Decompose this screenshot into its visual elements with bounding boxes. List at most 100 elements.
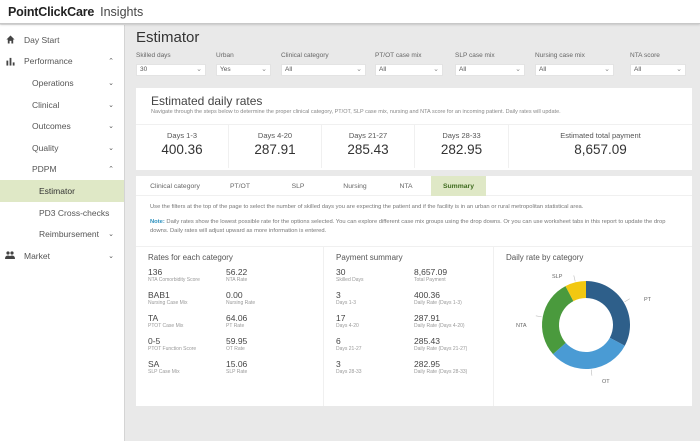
leader-line <box>590 369 593 376</box>
kv-key: Days 28-33 <box>336 369 362 375</box>
kv-value: 6 <box>336 336 341 346</box>
kv-value: 282.95 <box>414 359 440 369</box>
rates-row: Days 1-3 400.36 Days 4-20 287.91 Days 21… <box>136 124 692 168</box>
sidebar-item-reimbursement[interactable]: Reimbursement ⌄ <box>0 223 124 245</box>
chevron-up-icon[interactable]: ⌃ <box>108 166 114 174</box>
panel-title: Rates for each category <box>148 253 233 262</box>
kv-key: NTA Rate <box>226 277 248 283</box>
kv-value: 15.06 <box>226 359 248 369</box>
estimator-detail-card: Clinical category PT/OT SLP Nursing NTA … <box>136 176 692 406</box>
top-bar: PointClickCare Insights <box>0 0 700 24</box>
rate-value: 282.95 <box>440 142 483 157</box>
chevron-down-icon: ⌄ <box>604 66 610 73</box>
skilled-days-dropdown[interactable]: 30 ⌄ <box>136 64 206 76</box>
chevron-down-icon[interactable]: ⌄ <box>108 79 114 87</box>
chevron-down-icon[interactable]: ⌄ <box>108 144 114 152</box>
sidebar-item-label: Performance <box>24 56 73 67</box>
tab-slp[interactable]: SLP <box>291 182 305 190</box>
rate-cell-days-21-27: Days 21-27 285.43 <box>322 125 415 168</box>
kv-key: OT Rate <box>226 346 245 352</box>
chevron-down-icon[interactable]: ⌄ <box>108 231 114 239</box>
sidebar-item-pd3-cross-checks[interactable]: PD3 Cross-checks <box>0 202 124 224</box>
slp-case-mix-dropdown[interactable]: All ⌄ <box>455 64 525 76</box>
note-body: Daily rates show the lowest possible rat… <box>150 219 666 234</box>
kv-key: Days 4-20 <box>336 323 359 329</box>
dropdown-value: All <box>285 66 293 73</box>
people-icon <box>5 251 15 261</box>
kv-nta-comorbidity-score: 136 NTA Comorbidity Score <box>148 267 200 283</box>
sidebar-item-label: Estimator <box>39 185 75 196</box>
kv-key: SLP Rate <box>226 369 248 375</box>
chevron-down-icon[interactable]: ⌄ <box>108 252 114 260</box>
kv-days-21-27: 6 Days 21-27 <box>336 336 362 352</box>
note-label: Note: <box>150 219 165 225</box>
sidebar-item-clinical[interactable]: Clinical ⌄ <box>0 94 124 116</box>
kv-ptot-case-mix: TA PTOT Case Mix <box>148 313 183 329</box>
nursing-case-mix-dropdown[interactable]: All ⌄ <box>535 64 614 76</box>
daily-rate-by-category-panel: Daily rate by category PT OT NTA SLP <box>494 246 692 406</box>
kv-value: 59.95 <box>226 336 248 346</box>
filter-ptot-case-mix: PT/OT case mix All ⌄ <box>375 52 443 76</box>
donut-label-slp: SLP <box>552 274 563 280</box>
sidebar-item-operations[interactable]: Operations ⌄ <box>0 72 124 94</box>
chevron-down-icon[interactable]: ⌄ <box>108 123 114 131</box>
filter-urban: Urban Yes ⌄ <box>216 52 271 76</box>
kv-key: PT Rate <box>226 323 245 329</box>
page-title: Estimator <box>136 29 200 46</box>
donut-segment-ot[interactable] <box>552 337 625 369</box>
kv-key: Nursing Case Mix <box>148 300 188 306</box>
chevron-up-icon[interactable]: ⌃ <box>108 58 114 66</box>
sidebar-item-market[interactable]: Market ⌄ <box>0 245 124 267</box>
kv-key: Daily Rate (Days 1-3) <box>414 300 462 306</box>
clinical-category-dropdown[interactable]: All ⌄ <box>281 64 366 76</box>
kv-value: 0.00 <box>226 290 243 300</box>
kv-ptot-function-score: 0-5 PTOT Function Score <box>148 336 196 352</box>
rate-label: Days 4-20 <box>257 131 293 140</box>
bar-chart-icon <box>5 56 15 66</box>
brand-logo[interactable]: PointClickCare <box>8 4 95 19</box>
kv-key: SLP Case Mix <box>148 369 180 375</box>
donut-segment-nta[interactable] <box>542 286 574 355</box>
kv-slp-case-mix: SA SLP Case Mix <box>148 359 180 375</box>
dropdown-value: Yes <box>220 66 231 73</box>
kv-value: SA <box>148 359 160 369</box>
tab-ptot[interactable]: PT/OT <box>229 182 250 190</box>
payment-summary-panel: Payment summary 30 Skilled Days 8,657.09 T… <box>324 246 494 406</box>
nta-score-dropdown[interactable]: All ⌄ <box>630 64 686 76</box>
rates-for-each-category-panel: Rates for each category 136 NTA Comorbidi… <box>136 246 324 406</box>
chevron-down-icon[interactable]: ⌄ <box>108 101 114 109</box>
rate-cell-days-4-20: Days 4-20 287.91 <box>229 125 322 168</box>
kv-days-1-3: 3 Days 1-3 <box>336 290 356 306</box>
kv-value: 56.22 <box>226 267 248 277</box>
kv-daily-rate-days-28-33: 282.95 Daily Rate (Days 28-33) <box>414 359 467 375</box>
donut-segment-slp[interactable] <box>565 281 586 302</box>
urban-dropdown[interactable]: Yes ⌄ <box>216 64 271 76</box>
sidebar-item-quality[interactable]: Quality ⌄ <box>0 137 124 159</box>
rate-cell-days-1-3: Days 1-3 400.36 <box>136 125 229 168</box>
sidebar-item-label: Outcomes <box>32 121 71 132</box>
tab-clinical-category[interactable]: Clinical category <box>150 182 200 190</box>
filter-label: Skilled days <box>136 52 171 59</box>
filter-label: PT/OT case mix <box>375 52 422 59</box>
ptot-case-mix-dropdown[interactable]: All ⌄ <box>375 64 443 76</box>
kv-ot-rate: 59.95 OT Rate <box>226 336 247 352</box>
filter-nursing-case-mix: Nursing case mix All ⌄ <box>535 52 614 76</box>
kv-value: 136 <box>148 267 163 277</box>
donut-segment-pt[interactable] <box>586 281 630 346</box>
sidebar-item-performance[interactable]: Performance ⌃ <box>0 51 124 73</box>
tab-nursing[interactable]: Nursing <box>343 182 367 190</box>
sidebar-item-pdpm[interactable]: PDPM ⌃ <box>0 159 124 181</box>
kv-key: PTOT Case Mix <box>148 323 184 329</box>
chevron-down-icon: ⌄ <box>196 66 202 73</box>
chevron-down-icon: ⌄ <box>356 66 362 73</box>
rate-cell-days-28-33: Days 28-33 282.95 <box>415 125 509 168</box>
kv-value: 0-5 <box>148 336 161 346</box>
product-name: Insights <box>100 4 144 19</box>
sidebar-item-day-start[interactable]: Day Start <box>0 29 124 51</box>
sidebar-item-outcomes[interactable]: Outcomes ⌄ <box>0 115 124 137</box>
kv-slp-rate: 15.06 SLP Rate <box>226 359 247 375</box>
sidebar-item-estimator[interactable]: Estimator <box>0 180 124 202</box>
kv-nursing-rate: 0.00 Nursing Rate <box>226 290 255 306</box>
tab-summary[interactable]: Summary <box>431 176 486 196</box>
tab-nta[interactable]: NTA <box>399 182 413 190</box>
